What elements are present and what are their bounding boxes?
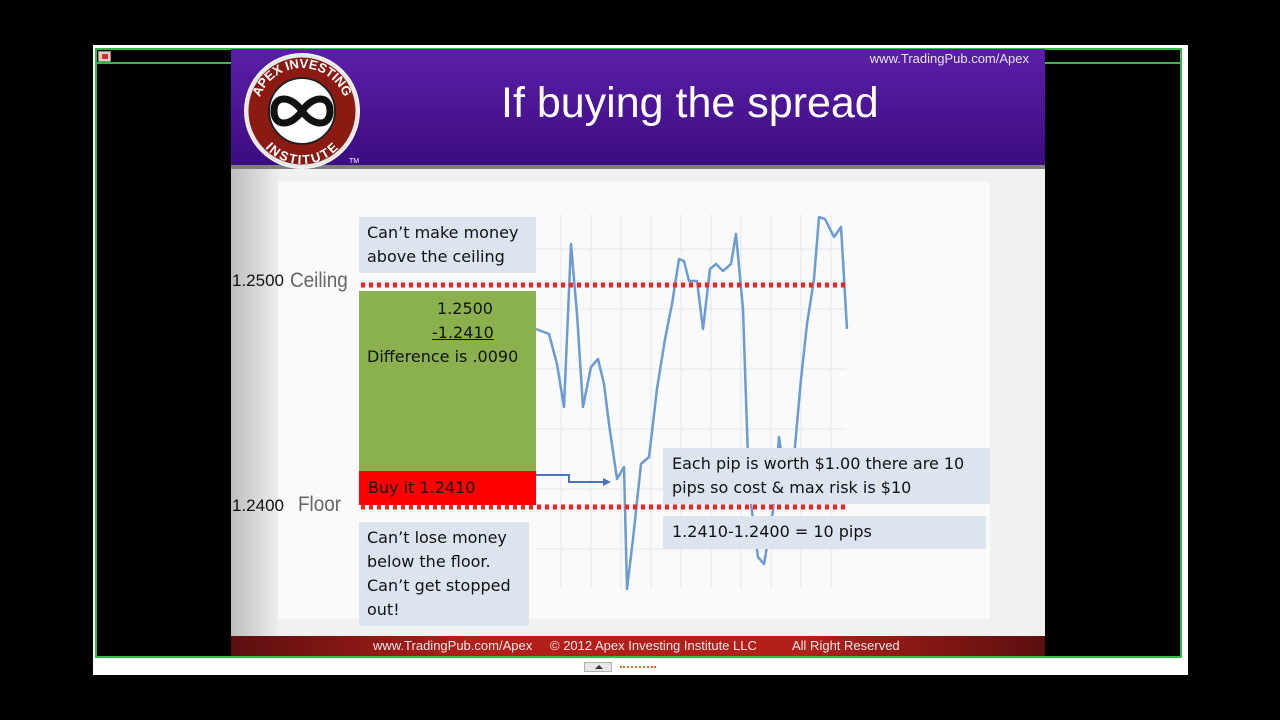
header-url: www.TradingPub.com/Apex [869,51,1029,66]
footer-url: www.TradingPub.com/Apex [373,638,533,653]
floor-label: Floor [298,493,342,516]
note-pip-line: Each pip is worth $1.00 there are 10 [672,454,965,473]
price-chart [361,214,849,591]
calc-line: 1.2500 [437,299,493,318]
arrow-line [536,474,605,483]
note-pip-value: Each pip is worth $1.00 there are 10 pip… [663,448,990,504]
note-ceiling-line: Can’t make money [367,223,519,242]
ceiling-label: Ceiling [290,269,348,292]
calc-line: -1.2410 [432,323,494,342]
note-floor-line: out! [367,600,400,619]
floor-price: 1.2400 [232,496,284,515]
chart-grid [536,214,846,589]
note-floor: Can’t lose money below the floor. Can’t … [359,522,529,626]
calc-line: Difference is .0090 [367,347,519,366]
footer-copyright: © 2012 Apex Investing Institute LLC [550,638,757,653]
arrow-head-icon [603,478,611,486]
note-floor-line: Can’t lose money [367,528,507,547]
note-pips-count: 1.2410-1.2400 = 10 pips [663,516,986,549]
slide-title: If buying the spread [501,79,879,127]
buy-zone: Buy it 1.2410 [359,471,536,505]
slide-footer: www.TradingPub.com/Apex © 2012 Apex Inve… [231,636,1045,656]
logo-tm: TM [349,158,359,165]
profit-zone [359,291,536,471]
price-line [535,215,849,591]
spread-calculation: 1.2500 -1.2410 Difference is .0090 [359,297,536,369]
note-ceiling: Can’t make money above the ceiling [359,217,536,273]
broken-image-icon [98,51,111,62]
note-floor-line: Can’t get stopped [367,576,511,595]
note-pip-line: pips so cost & max risk is $10 [672,478,912,497]
ceiling-price: 1.2500 [232,271,284,290]
scrollbar-up-button[interactable] [584,662,612,672]
note-floor-line: below the floor. [367,552,491,571]
apex-logo: APEX INVESTING INSTITUTE TM [244,53,360,169]
footer-rights: All Right Reserved [792,638,900,653]
note-ceiling-line: above the ceiling [367,247,505,266]
scroll-indicator [620,666,656,668]
slide: www.TradingPub.com/Apex If buying the sp… [231,49,1045,656]
slide-header: www.TradingPub.com/Apex If buying the sp… [231,49,1045,169]
